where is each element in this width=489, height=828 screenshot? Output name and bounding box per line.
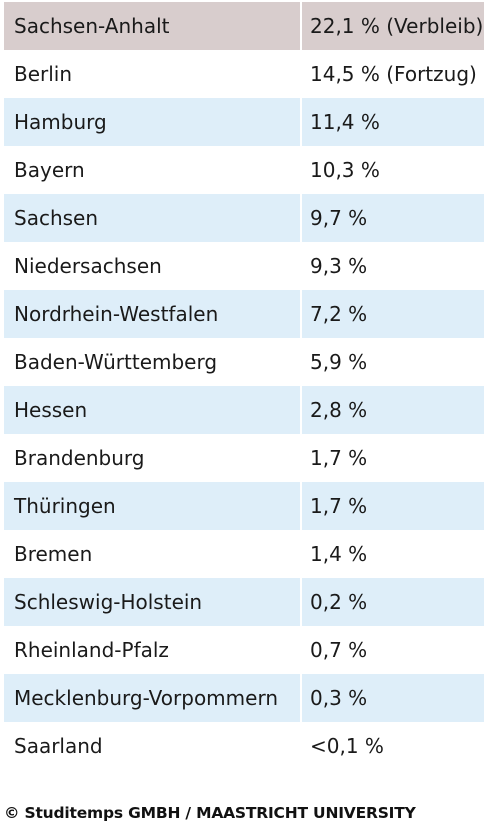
state-name-cell: Bremen [4,530,300,578]
share-value-cell: 1,7 % [300,434,484,482]
table-row: Bremen 1,4 % [4,530,484,578]
state-name-cell: Saarland [4,722,300,770]
share-value-cell: 1,7 % [300,482,484,530]
table-row: Nordrhein-Westfalen 7,2 % [4,290,484,338]
state-name-cell: Niedersachsen [4,242,300,290]
state-name-cell: Sachsen [4,194,300,242]
share-value-cell: 10,3 % [300,146,484,194]
share-value-cell: 7,2 % [300,290,484,338]
table-row: Sachsen 9,7 % [4,194,484,242]
table-row: Niedersachsen 9,3 % [4,242,484,290]
share-value-cell: 2,8 % [300,386,484,434]
state-name-cell: Thüringen [4,482,300,530]
table-row: Brandenburg 1,7 % [4,434,484,482]
share-value-cell: 0,2 % [300,578,484,626]
share-value-cell: 0,3 % [300,674,484,722]
table-row: Baden-Württemberg 5,9 % [4,338,484,386]
table-row: Hessen 2,8 % [4,386,484,434]
share-value-cell: 9,3 % [300,242,484,290]
state-share-table: Sachsen-Anhalt 22,1 % (Verbleib) Berlin 14,… [4,2,484,770]
state-name-cell: Brandenburg [4,434,300,482]
state-name-cell: Bayern [4,146,300,194]
state-name-cell: Baden-Württemberg [4,338,300,386]
table-row: Thüringen 1,7 % [4,482,484,530]
share-value-cell: 5,9 % [300,338,484,386]
share-value-cell: 0,7 % [300,626,484,674]
share-value-cell: 9,7 % [300,194,484,242]
share-value-cell: 11,4 % [300,98,484,146]
table-row: Bayern 10,3 % [4,146,484,194]
table-row: Rheinland-Pfalz 0,7 % [4,626,484,674]
table-body: Sachsen-Anhalt 22,1 % (Verbleib) Berlin 14,… [4,2,484,770]
table-row: Mecklenburg-Vorpommern 0,3 % [4,674,484,722]
state-name-cell: Hessen [4,386,300,434]
table-row: Berlin 14,5 % (Fortzug) [4,50,484,98]
table-row: Schleswig-Holstein 0,2 % [4,578,484,626]
table-row: Hamburg 11,4 % [4,98,484,146]
state-name-cell: Schleswig-Holstein [4,578,300,626]
state-name-cell: Hamburg [4,98,300,146]
table-header-row: Sachsen-Anhalt 22,1 % (Verbleib) [4,2,484,50]
copyright-credit: © Studitemps GMBH / MAASTRICHT UNIVERSIT… [4,804,416,822]
state-name-cell: Sachsen-Anhalt [4,2,300,50]
table-row: Saarland <0,1 % [4,722,484,770]
share-value-cell: 14,5 % (Fortzug) [300,50,484,98]
share-value-cell: <0,1 % [300,722,484,770]
state-name-cell: Rheinland-Pfalz [4,626,300,674]
state-name-cell: Nordrhein-Westfalen [4,290,300,338]
share-value-cell: 1,4 % [300,530,484,578]
state-name-cell: Mecklenburg-Vorpommern [4,674,300,722]
share-value-cell: 22,1 % (Verbleib) [300,2,484,50]
state-name-cell: Berlin [4,50,300,98]
